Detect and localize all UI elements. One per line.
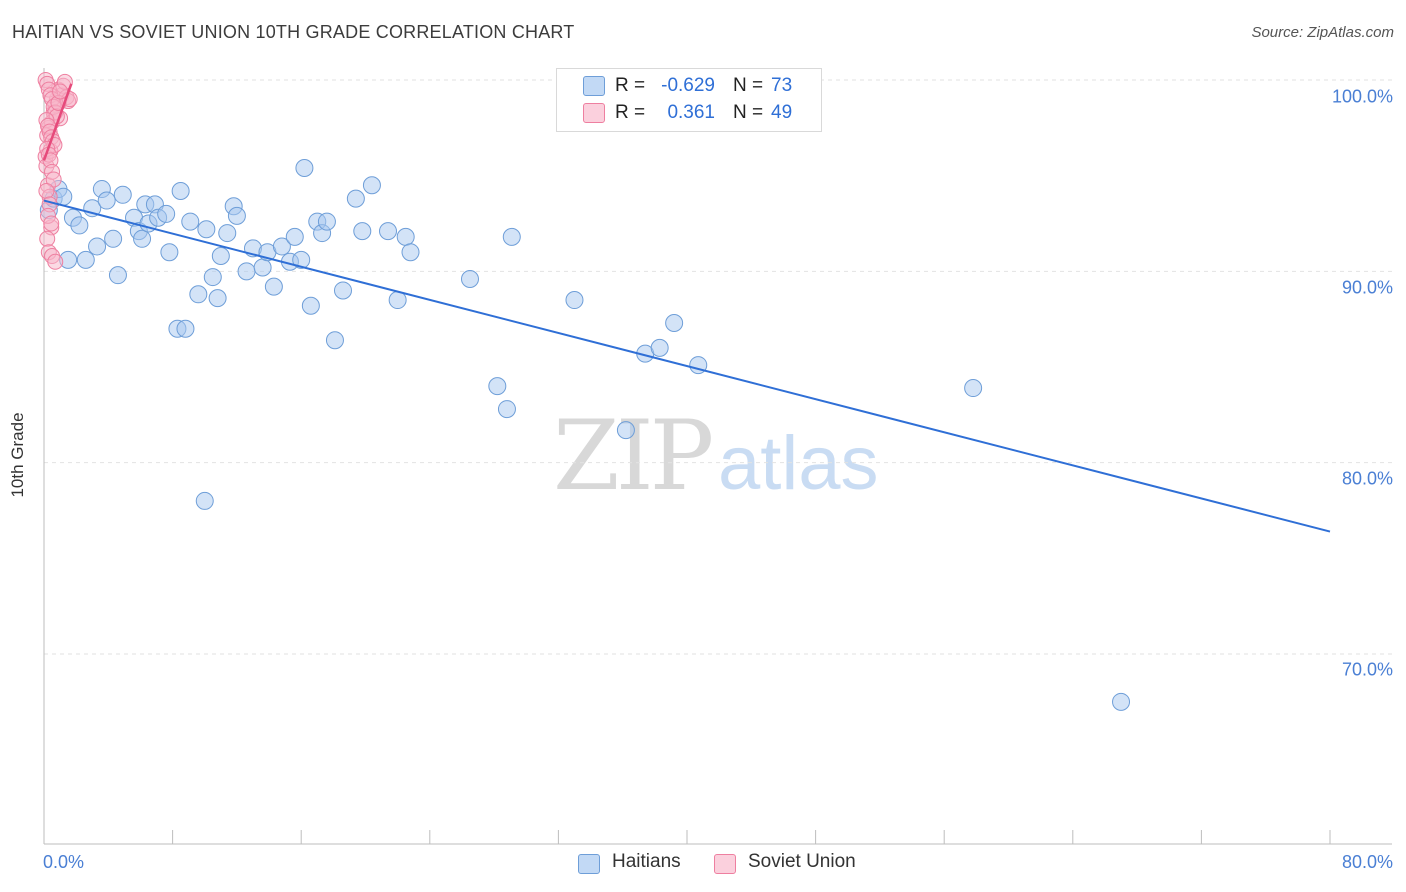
data-point bbox=[176, 319, 195, 338]
data-point bbox=[208, 289, 227, 308]
stats-row-soviet: R = 0.361 N = 49 bbox=[557, 100, 821, 126]
data-point bbox=[237, 262, 256, 281]
watermark-atlas: atlas bbox=[718, 421, 879, 506]
data-point bbox=[195, 491, 214, 510]
y-axis-label: 10th Grade bbox=[8, 412, 27, 498]
gridlines bbox=[44, 79, 1392, 655]
stats-row-haitians: R = -0.629 N = 73 bbox=[557, 73, 821, 99]
data-point bbox=[181, 212, 200, 231]
source-credit: Source: ZipAtlas.com bbox=[1251, 24, 1394, 41]
data-point bbox=[160, 243, 179, 262]
data-point bbox=[1112, 692, 1131, 711]
data-point bbox=[133, 229, 152, 248]
data-point bbox=[52, 83, 69, 100]
n-value: 49 bbox=[771, 102, 793, 123]
data-point bbox=[333, 281, 352, 300]
data-point bbox=[565, 291, 584, 310]
data-point bbox=[97, 191, 116, 210]
data-point bbox=[396, 227, 415, 246]
data-point bbox=[211, 247, 230, 266]
data-point bbox=[665, 313, 684, 332]
data-point bbox=[285, 227, 304, 246]
n-label: N = bbox=[733, 102, 764, 123]
data-point bbox=[203, 268, 222, 287]
legend-label: Soviet Union bbox=[748, 851, 856, 872]
y-tick-label: 70.0% bbox=[1341, 659, 1393, 680]
chart-title: HAITIAN VS SOVIET UNION 10TH GRADE CORRE… bbox=[12, 22, 575, 42]
data-point bbox=[189, 285, 208, 304]
data-point bbox=[401, 243, 420, 262]
data-point bbox=[362, 176, 381, 195]
data-point bbox=[38, 182, 55, 199]
data-point bbox=[264, 277, 283, 296]
data-point bbox=[460, 269, 479, 288]
r-value: 0.361 bbox=[667, 102, 715, 123]
data-point bbox=[76, 250, 95, 269]
r-label: R = bbox=[615, 102, 646, 123]
soviet-swatch bbox=[583, 103, 605, 123]
data-point bbox=[295, 159, 314, 178]
data-point bbox=[197, 220, 216, 239]
data-point bbox=[108, 266, 127, 285]
data-point bbox=[497, 400, 516, 419]
data-point bbox=[227, 206, 246, 225]
data-point bbox=[616, 421, 635, 440]
data-point bbox=[171, 181, 190, 200]
data-point bbox=[47, 253, 64, 270]
data-point bbox=[88, 237, 107, 256]
data-point bbox=[353, 222, 372, 241]
stats-box: R = -0.629 N = 73 R = 0.361 N = 49 bbox=[556, 68, 822, 132]
data-point bbox=[964, 379, 983, 398]
data-point bbox=[379, 222, 398, 241]
soviet-trend-line bbox=[42, 83, 73, 161]
y-tick-label: 80.0% bbox=[1341, 468, 1393, 489]
data-point bbox=[325, 331, 344, 350]
data-point bbox=[502, 227, 521, 246]
soviet-points bbox=[37, 72, 78, 270]
x-tick-label-max: 80.0% bbox=[1341, 852, 1393, 872]
data-point bbox=[45, 171, 62, 188]
axes bbox=[43, 68, 1392, 845]
r-label: R = bbox=[615, 75, 646, 96]
watermark-zip: ZIP bbox=[553, 400, 714, 512]
data-point bbox=[43, 215, 60, 232]
data-point bbox=[292, 250, 311, 269]
data-point bbox=[650, 338, 669, 357]
data-point bbox=[317, 212, 336, 231]
haitians-trend-line bbox=[43, 199, 1331, 533]
soviet-legend-swatch bbox=[714, 854, 736, 874]
data-point bbox=[39, 230, 56, 247]
n-value: 73 bbox=[771, 75, 793, 96]
haitians-swatch bbox=[583, 76, 605, 96]
r-value: -0.629 bbox=[661, 75, 715, 96]
x-tick-label-min: 0.0% bbox=[43, 852, 85, 872]
haitians-legend-swatch bbox=[578, 854, 600, 874]
data-point bbox=[104, 229, 123, 248]
data-point bbox=[272, 237, 291, 256]
data-point bbox=[301, 296, 320, 315]
data-point bbox=[488, 377, 507, 396]
legend-label: Haitians bbox=[612, 851, 681, 872]
trend-lines bbox=[42, 83, 1331, 533]
data-point bbox=[218, 224, 237, 243]
data-point bbox=[70, 216, 89, 235]
data-point bbox=[346, 189, 365, 208]
data-point bbox=[113, 185, 132, 204]
haitians-points bbox=[39, 71, 1131, 711]
n-label: N = bbox=[733, 75, 764, 96]
data-point bbox=[157, 204, 176, 223]
data-point bbox=[253, 258, 272, 277]
y-tick-label: 90.0% bbox=[1341, 277, 1393, 298]
y-tick-label: 100.0% bbox=[1331, 86, 1393, 107]
